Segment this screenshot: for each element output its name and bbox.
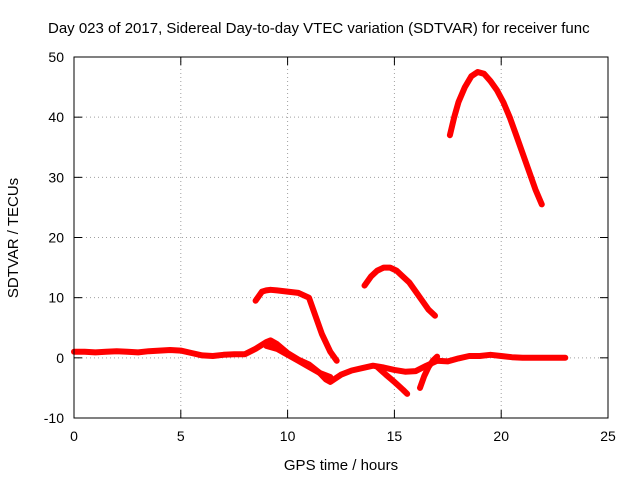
series-line-2 <box>252 286 340 364</box>
y-tick-label: 20 <box>48 230 64 246</box>
x-tick-label: 5 <box>177 428 185 444</box>
x-tick-label: 20 <box>493 428 509 444</box>
grid-lines <box>74 57 608 418</box>
y-tick-label: 10 <box>48 290 64 306</box>
series-line-4 <box>361 264 438 319</box>
series-line-3 <box>263 342 334 381</box>
chart-title: Day 023 of 2017, Sidereal Day-to-day VTE… <box>48 20 590 37</box>
y-tick-label: -10 <box>44 410 64 426</box>
y-tick-label: 50 <box>48 49 64 65</box>
x-tick-label: 0 <box>70 428 78 444</box>
data-series-group <box>71 69 569 397</box>
y-axis-label: SDTVAR / TECUs <box>5 178 22 298</box>
y-tick-label: 0 <box>56 350 64 366</box>
series-line-7 <box>446 69 545 208</box>
series-line-5 <box>374 363 411 397</box>
x-tick-label: 25 <box>600 428 616 444</box>
x-axis-label: GPS time / hours <box>284 457 398 474</box>
y-tick-label: 40 <box>48 109 64 125</box>
y-tick-label: 30 <box>48 169 64 185</box>
x-tick-label: 15 <box>387 428 403 444</box>
x-tick-label: 10 <box>280 428 296 444</box>
axis-ticks: 0 5 10 15 20 25 -10 0 10 20 30 40 50 <box>44 49 616 444</box>
series-line-6 <box>417 353 441 391</box>
